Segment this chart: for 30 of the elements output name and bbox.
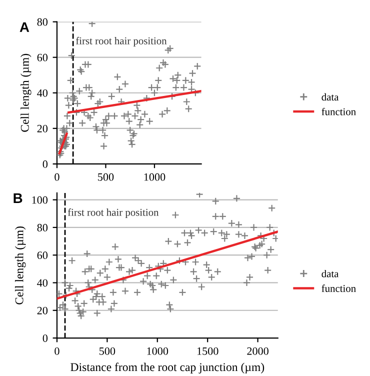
y-tick-label: 100 <box>32 196 48 204</box>
x-tick-label: 0 <box>54 347 60 355</box>
y-tick-label: 0 <box>42 334 48 342</box>
legend-label: function <box>322 284 356 292</box>
legend-label: function <box>322 108 356 116</box>
text: A <box>20 22 30 32</box>
ref-line-label: first root hair position <box>68 208 159 218</box>
x-tick-label: 1000 <box>147 347 168 355</box>
y-axis-title: Cell length (µm) <box>20 54 32 132</box>
y-tick-label: 60 <box>37 54 48 62</box>
legend-label: data <box>322 270 339 278</box>
x-tick-label: 1500 <box>197 347 218 355</box>
y-tick-label: 20 <box>37 124 48 132</box>
ref-line-label: first root hair position <box>76 36 167 46</box>
y-tick-label: 0 <box>42 160 48 168</box>
x-tick-label: 500 <box>99 347 116 355</box>
x-tick-label: 0 <box>54 173 60 181</box>
x-axis-title: Distance from the root cap junction (µm) <box>70 362 264 374</box>
y-tick-label: 60 <box>37 252 48 260</box>
x-tick-label: 500 <box>98 173 114 181</box>
y-tick-label: 40 <box>37 89 48 97</box>
text: B <box>14 193 22 203</box>
y-axis-title: Cell length (µm) <box>14 226 26 304</box>
x-tick-label: 2000 <box>247 347 268 355</box>
y-tick-label: 80 <box>37 18 48 26</box>
y-tick-label: 20 <box>37 306 48 314</box>
y-tick-label: 80 <box>37 224 48 232</box>
legend-label: data <box>322 93 339 101</box>
x-tick-label: 1000 <box>144 173 166 181</box>
y-tick-label: 40 <box>37 279 48 287</box>
